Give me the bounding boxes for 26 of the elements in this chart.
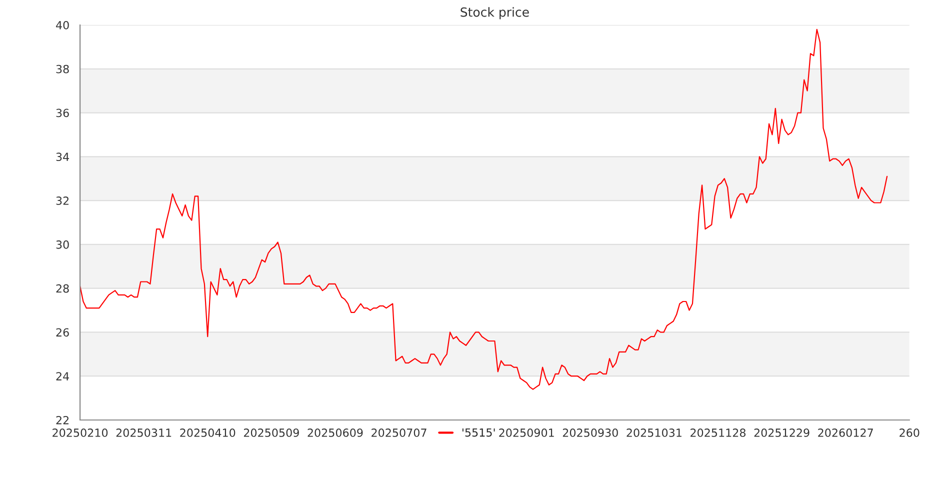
x-tick-label: 20250210 <box>52 428 108 437</box>
y-tick-label: 24 <box>56 372 69 380</box>
chart-title: Stock price <box>460 7 529 20</box>
y-tick-label: 26 <box>56 328 69 337</box>
x-tick-label: 20250509 <box>244 428 299 437</box>
y-tick-label: 28 <box>56 284 69 293</box>
y-tick-label: 30 <box>56 240 69 249</box>
x-tick-label: 20250410 <box>180 428 236 437</box>
x-tick-label: 20251229 <box>754 428 810 437</box>
y-tick-label: 32 <box>56 196 69 205</box>
y-tick-label: 22 <box>56 416 69 424</box>
x-tick-label: 20251128 <box>690 428 746 437</box>
x-tick-label: 20251031 <box>626 428 682 437</box>
line-series <box>80 28 888 390</box>
y-tick-label: 38 <box>56 64 69 74</box>
y-tick-label: 34 <box>56 152 69 162</box>
x-tick-label: 20250901 <box>499 428 554 437</box>
y-tick-label: 40 <box>56 20 69 30</box>
x-tick-label: 20250930 <box>562 428 618 437</box>
x-tick-label: 20260127 <box>818 428 873 437</box>
y-tick-label: 36 <box>56 108 69 118</box>
x-tick-label: 20250707 <box>372 428 426 437</box>
x-tick-label: 260 <box>900 428 920 437</box>
x-tick-label: 20250609 <box>308 428 363 437</box>
legend-label: '5515' <box>462 428 495 437</box>
x-tick-label: 20250311 <box>116 428 172 437</box>
